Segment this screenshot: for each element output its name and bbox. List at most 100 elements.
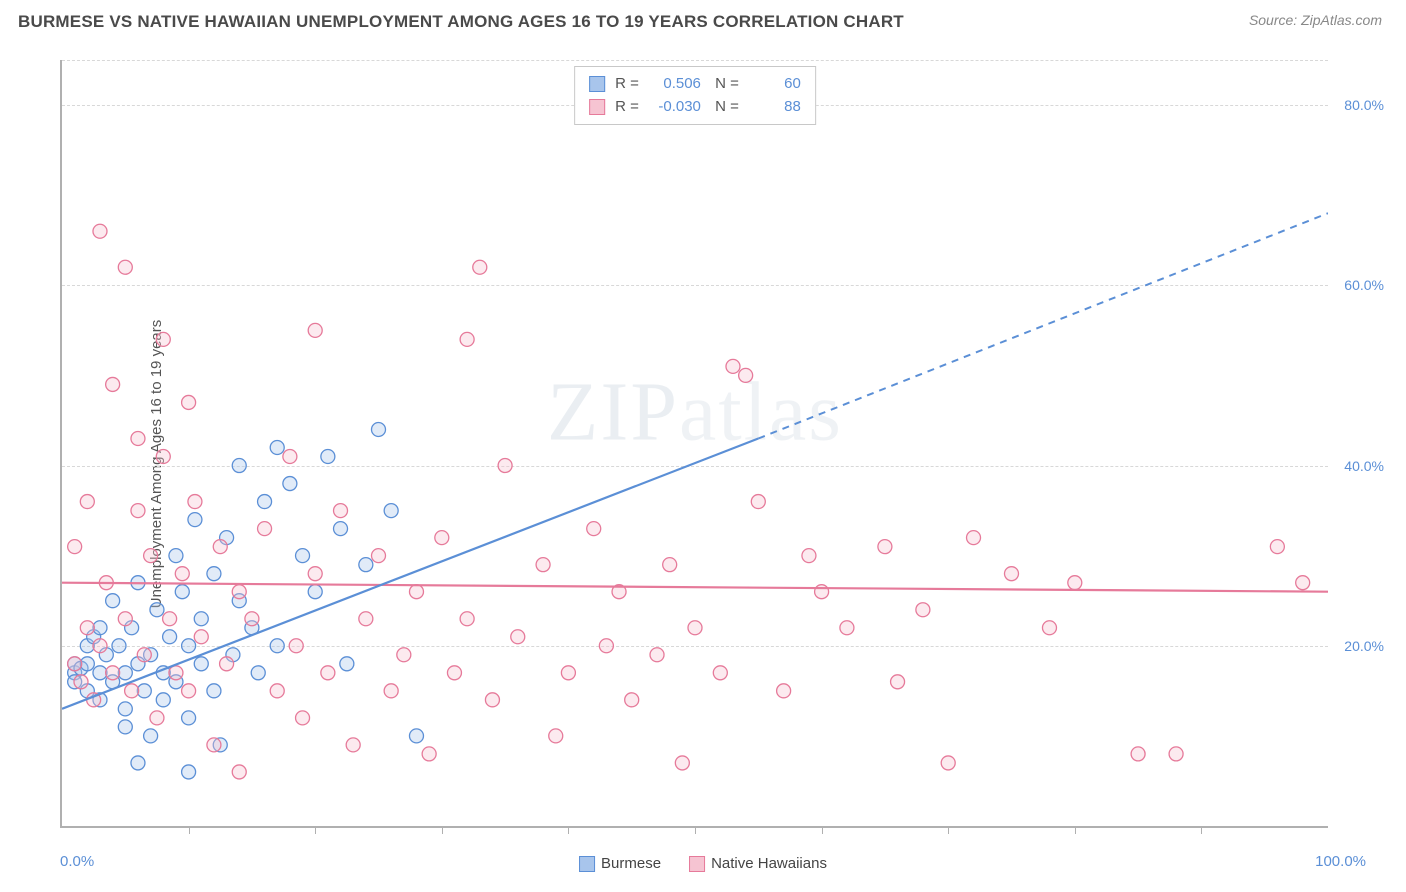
scatter-point	[296, 549, 310, 563]
scatter-point	[409, 585, 423, 599]
scatter-point	[188, 513, 202, 527]
x-tick	[948, 826, 949, 834]
scatter-point	[422, 747, 436, 761]
r-value: -0.030	[649, 96, 701, 119]
scatter-point	[213, 540, 227, 554]
series-legend: BurmeseNative Hawaiians	[579, 855, 827, 872]
scatter-point	[150, 711, 164, 725]
scatter-point	[359, 558, 373, 572]
scatter-point	[270, 441, 284, 455]
scatter-point	[80, 495, 94, 509]
x-tick	[315, 826, 316, 834]
scatter-point	[751, 495, 765, 509]
scatter-point	[80, 621, 94, 635]
scatter-point	[878, 540, 892, 554]
scatter-point	[460, 332, 474, 346]
correlation-legend: R =0.506 N =60R =-0.030 N =88	[574, 66, 816, 125]
scatter-point	[688, 621, 702, 635]
scatter-point	[891, 675, 905, 689]
scatter-point	[106, 377, 120, 391]
scatter-point	[194, 612, 208, 626]
scatter-point	[283, 450, 297, 464]
scatter-point	[207, 738, 221, 752]
scatter-point	[511, 630, 525, 644]
scatter-point	[118, 720, 132, 734]
correlation-legend-row: R =-0.030 N =88	[589, 96, 801, 119]
scatter-point	[308, 585, 322, 599]
scatter-point	[1169, 747, 1183, 761]
scatter-point	[498, 459, 512, 473]
scatter-point	[131, 756, 145, 770]
scatter-point	[625, 693, 639, 707]
scatter-point	[118, 666, 132, 680]
scatter-point	[1270, 540, 1284, 554]
scatter-point	[967, 531, 981, 545]
scatter-point	[169, 549, 183, 563]
scatter-point	[131, 431, 145, 445]
scatter-point	[536, 558, 550, 572]
scatter-point	[156, 332, 170, 346]
scatter-point	[137, 648, 151, 662]
scatter-point	[460, 612, 474, 626]
scatter-point	[156, 450, 170, 464]
scatter-point	[713, 666, 727, 680]
scatter-point	[916, 603, 930, 617]
scatter-point	[372, 549, 386, 563]
scatter-point	[182, 639, 196, 653]
scatter-point	[941, 756, 955, 770]
scatter-point	[182, 765, 196, 779]
scatter-point	[182, 711, 196, 725]
scatter-point	[321, 450, 335, 464]
scatter-point	[473, 260, 487, 274]
scatter-point	[80, 657, 94, 671]
scatter-point	[802, 549, 816, 563]
scatter-point	[144, 729, 158, 743]
scatter-point	[118, 612, 132, 626]
scatter-point	[68, 540, 82, 554]
r-label: R =	[615, 73, 639, 96]
scatter-point	[68, 657, 82, 671]
scatter-point	[220, 657, 234, 671]
scatter-point	[93, 621, 107, 635]
scatter-point	[131, 504, 145, 518]
scatter-point	[163, 630, 177, 644]
scatter-point	[321, 666, 335, 680]
scatter-point	[840, 621, 854, 635]
n-label: N =	[711, 73, 739, 96]
scatter-point	[232, 585, 246, 599]
scatter-point	[359, 612, 373, 626]
scatter-point	[549, 729, 563, 743]
scatter-point	[447, 666, 461, 680]
scatter-point	[93, 639, 107, 653]
scatter-point	[144, 549, 158, 563]
scatter-point	[188, 495, 202, 509]
r-value: 0.506	[649, 73, 701, 96]
scatter-point	[175, 567, 189, 581]
r-label: R =	[615, 96, 639, 119]
scatter-point	[308, 567, 322, 581]
scatter-point	[384, 684, 398, 698]
n-value: 88	[749, 96, 801, 119]
scatter-point	[334, 522, 348, 536]
legend-item: Burmese	[579, 855, 661, 872]
x-tick	[695, 826, 696, 834]
scatter-point	[1131, 747, 1145, 761]
scatter-point	[397, 648, 411, 662]
scatter-point	[232, 765, 246, 779]
scatter-point	[258, 495, 272, 509]
scatter-point	[650, 648, 664, 662]
x-axis-min-label: 0.0%	[60, 853, 94, 870]
x-axis-max-label: 100.0%	[1315, 853, 1366, 870]
chart-container: Unemployment Among Ages 16 to 19 years Z…	[18, 46, 1388, 882]
scatter-point	[194, 630, 208, 644]
scatter-point	[599, 639, 613, 653]
scatter-point	[106, 666, 120, 680]
scatter-point	[93, 224, 107, 238]
y-tick-label: 60.0%	[1344, 277, 1384, 293]
scatter-point	[175, 585, 189, 599]
scatter-point	[1042, 621, 1056, 635]
scatter-point	[182, 684, 196, 698]
scatter-point	[207, 567, 221, 581]
scatter-point	[245, 612, 259, 626]
y-tick-label: 80.0%	[1344, 97, 1384, 113]
